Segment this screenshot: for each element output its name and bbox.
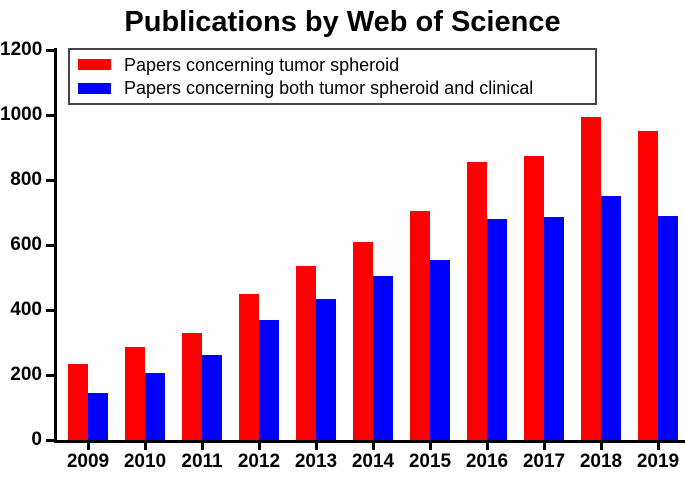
plot-area bbox=[57, 50, 683, 440]
x-tick-label: 2011 bbox=[181, 451, 223, 472]
legend-label-tumor-spheroid: Papers concerning tumor spheroid bbox=[124, 54, 400, 75]
x-tick-label: 2018 bbox=[579, 451, 623, 472]
bar-2015-blue bbox=[430, 260, 450, 440]
x-tick-label: 2013 bbox=[294, 451, 338, 472]
bar-2017-blue bbox=[544, 217, 564, 440]
y-tick-label: 600 bbox=[10, 234, 42, 255]
legend-swatch-blue bbox=[78, 82, 111, 94]
x-tick bbox=[656, 443, 660, 450]
bar-2010-red bbox=[125, 347, 145, 440]
y-tick bbox=[46, 373, 54, 377]
bar-2013-blue bbox=[316, 299, 336, 440]
y-tick bbox=[46, 243, 54, 247]
y-tick-label: 0 bbox=[31, 429, 42, 450]
x-tick bbox=[542, 443, 546, 450]
x-tick bbox=[314, 443, 318, 450]
bar-2011-red bbox=[182, 333, 202, 440]
x-tick bbox=[428, 443, 432, 450]
y-tick bbox=[46, 178, 54, 182]
bar-2018-red bbox=[581, 117, 601, 440]
x-tick-label: 2014 bbox=[351, 451, 395, 472]
bar-2017-red bbox=[524, 156, 544, 440]
x-tick-label: 2010 bbox=[123, 451, 167, 472]
chart-title: Publications by Web of Science bbox=[124, 6, 561, 38]
y-tick bbox=[46, 308, 54, 312]
y-tick bbox=[46, 48, 54, 52]
y-axis-line bbox=[54, 48, 57, 443]
x-tick bbox=[485, 443, 489, 450]
x-tick-label: 2019 bbox=[636, 451, 680, 472]
bar-2019-blue bbox=[658, 216, 678, 440]
x-tick-label: 2015 bbox=[408, 451, 452, 472]
bar-2009-red bbox=[68, 364, 88, 440]
legend-item-tumor-spheroid: Papers concerning tumor spheroid bbox=[78, 55, 587, 75]
bar-2010-blue bbox=[145, 373, 165, 440]
y-tick-label: 1200 bbox=[0, 39, 43, 60]
x-tick-label: 2012 bbox=[237, 451, 281, 472]
legend: Papers concerning tumor spheroid Papers … bbox=[68, 48, 597, 105]
x-tick-label: 2017 bbox=[522, 451, 566, 472]
bar-2018-blue bbox=[601, 196, 621, 440]
x-tick bbox=[257, 443, 261, 450]
x-tick-label: 2016 bbox=[465, 451, 509, 472]
x-tick bbox=[143, 443, 147, 450]
x-tick bbox=[86, 443, 90, 450]
x-tick bbox=[200, 443, 204, 450]
x-tick bbox=[599, 443, 603, 450]
bar-2011-blue bbox=[202, 355, 222, 440]
y-tick-label: 800 bbox=[10, 169, 42, 190]
bar-2016-red bbox=[467, 162, 487, 440]
bar-2014-blue bbox=[373, 276, 393, 440]
y-tick bbox=[46, 438, 54, 442]
bar-2014-red bbox=[353, 242, 373, 440]
bar-2015-red bbox=[410, 211, 430, 440]
y-tick bbox=[46, 113, 54, 117]
bar-2012-blue bbox=[259, 320, 279, 440]
legend-label-tumor-spheroid-clinical: Papers concerning both tumor spheroid an… bbox=[124, 78, 534, 99]
y-tick-label: 400 bbox=[10, 299, 42, 320]
bar-2012-red bbox=[239, 294, 259, 440]
bar-2016-blue bbox=[487, 219, 507, 440]
bar-2013-red bbox=[296, 266, 316, 440]
x-tick bbox=[371, 443, 375, 450]
bar-2019-red bbox=[638, 131, 658, 440]
x-tick-label: 2009 bbox=[66, 451, 110, 472]
bar-2009-blue bbox=[88, 393, 108, 440]
x-axis-line bbox=[54, 440, 685, 443]
y-tick-label: 1000 bbox=[0, 104, 43, 125]
y-tick-label: 200 bbox=[10, 364, 42, 385]
legend-swatch-red bbox=[78, 59, 111, 71]
legend-item-tumor-spheroid-clinical: Papers concerning both tumor spheroid an… bbox=[78, 78, 587, 98]
